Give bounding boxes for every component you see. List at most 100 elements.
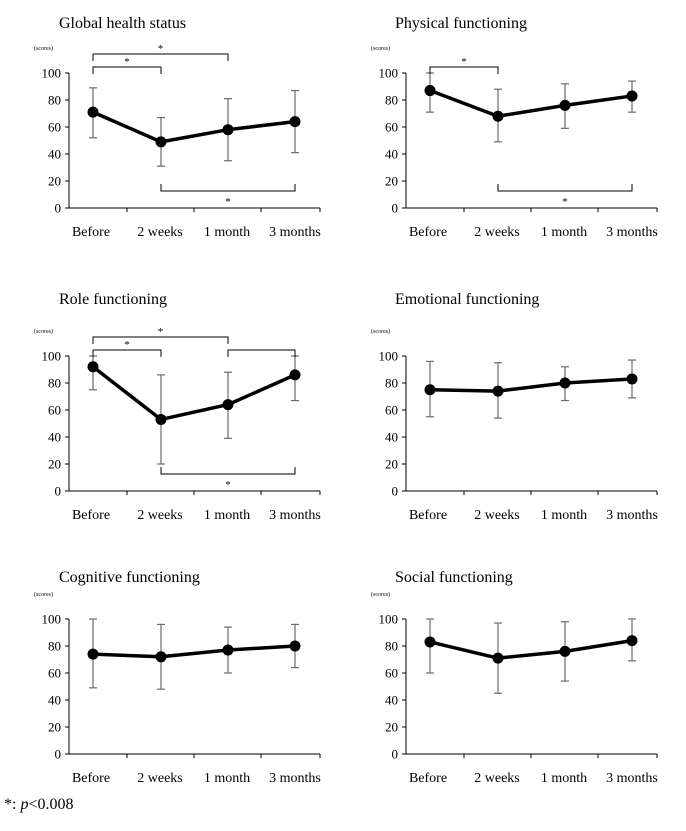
x-tick-label: 1 month (204, 508, 250, 523)
significance-star: * (225, 479, 231, 491)
x-tick-label: 2 weeks (137, 508, 183, 523)
y-tick-label: 0 (55, 201, 62, 216)
data-point (626, 90, 638, 102)
chart-title: Role functioning (59, 291, 167, 308)
data-point (492, 110, 504, 122)
significance-bracket (92, 53, 229, 61)
chart-panel-3: Role functioning (scores) 0 20 40 60 80 100 Befo… (34, 291, 321, 523)
y-unit-label: (scores) (371, 591, 390, 598)
y-tick-label: 60 (48, 120, 61, 135)
x-tick-label: 2 weeks (137, 771, 183, 786)
x-tick-label: 1 month (541, 508, 587, 523)
x-tick-label: 3 months (269, 508, 321, 523)
data-point (155, 413, 167, 425)
chart-title: Global health status (59, 15, 186, 32)
y-tick-label: 40 (385, 430, 398, 445)
x-tick-label: 1 month (204, 225, 250, 240)
y-tick-label: 0 (55, 484, 62, 499)
y-tick-label: 100 (42, 349, 62, 364)
y-tick-label: 60 (48, 666, 61, 681)
x-tick-label: Before (409, 508, 447, 523)
y-tick-label: 0 (392, 201, 399, 216)
significance-star: * (461, 56, 467, 68)
x-tick-label: Before (72, 771, 110, 786)
y-tick-label: 20 (385, 457, 398, 472)
y-tick-label: 60 (385, 120, 398, 135)
data-point (289, 640, 301, 652)
data-point (626, 373, 638, 385)
series-line (91, 365, 296, 422)
x-tick-label: 1 month (541, 225, 587, 240)
x-tick-label: 2 weeks (137, 225, 183, 240)
data-point (626, 635, 638, 647)
y-unit-label: (scores) (34, 591, 53, 598)
significance-star: * (124, 339, 130, 351)
data-point (87, 361, 99, 373)
series-line (429, 88, 633, 118)
chart-panel-1: Global health status (scores) 0 20 40 60 80 100… (34, 15, 321, 240)
series-line (429, 638, 633, 660)
series-line (92, 644, 296, 659)
y-tick-label: 20 (385, 720, 398, 735)
data-point (87, 106, 99, 118)
x-tick-label: 3 months (606, 225, 658, 240)
significance-star: * (225, 196, 231, 208)
x-tick-label: 3 months (269, 225, 321, 240)
data-point (424, 85, 436, 97)
data-point (222, 644, 234, 656)
y-tick-label: 100 (379, 349, 399, 364)
x-tick-label: Before (72, 508, 110, 523)
significance-bracket (160, 184, 296, 192)
y-unit-label: (scores) (371, 328, 390, 335)
significance-bracket (497, 184, 633, 192)
chart-title: Emotional functioning (395, 291, 539, 308)
y-tick-label: 0 (55, 747, 62, 762)
y-tick-label: 20 (385, 174, 398, 189)
data-point (289, 369, 301, 381)
chart-panel-5: Cognitive functioning (scores) 0 20 40 60 80 10… (34, 569, 321, 786)
data-point (289, 116, 301, 128)
significance-star: * (124, 56, 130, 68)
x-tick-label: 1 month (204, 771, 250, 786)
y-tick-label: 40 (48, 430, 61, 445)
y-tick-label: 20 (48, 457, 61, 472)
y-tick-label: 40 (385, 693, 398, 708)
y-tick-label: 100 (42, 612, 62, 627)
y-tick-label: 20 (48, 720, 61, 735)
data-point (424, 384, 436, 396)
chart-title: Physical functioning (395, 15, 527, 32)
chart-panel-6: Social functioning (scores) 0 20 40 60 80 100 Be… (371, 569, 658, 786)
y-tick-label: 100 (379, 66, 399, 81)
data-point (87, 648, 99, 660)
x-tick-label: 2 weeks (474, 225, 520, 240)
data-point (222, 399, 234, 411)
chart-title: Cognitive functioning (59, 569, 200, 586)
y-tick-label: 80 (48, 376, 61, 391)
y-unit-label: (scores) (34, 328, 53, 335)
footnote: *: p<0.008 (4, 796, 74, 813)
x-tick-label: 3 months (269, 771, 321, 786)
chart-panel-2: Physical functioning (scores) 0 20 40 60 80 100… (371, 15, 658, 240)
y-tick-label: 80 (48, 93, 61, 108)
significance-bracket (160, 467, 296, 475)
y-tick-label: 20 (48, 174, 61, 189)
x-tick-label: 1 month (541, 771, 587, 786)
data-point (492, 385, 504, 397)
significance-star: * (158, 43, 164, 55)
x-tick-label: 2 weeks (474, 508, 520, 523)
y-tick-label: 40 (48, 693, 61, 708)
y-tick-label: 100 (379, 612, 399, 627)
significance-bracket (227, 349, 296, 357)
significance-bracket (92, 336, 229, 344)
series-line (429, 377, 633, 393)
data-point (559, 99, 571, 111)
data-point (222, 124, 234, 136)
data-point (424, 636, 436, 648)
y-tick-label: 80 (385, 639, 398, 654)
significance-star: * (158, 326, 164, 338)
y-tick-label: 60 (385, 666, 398, 681)
data-point (559, 645, 571, 657)
y-unit-label: (scores) (34, 45, 53, 52)
data-point (492, 652, 504, 664)
